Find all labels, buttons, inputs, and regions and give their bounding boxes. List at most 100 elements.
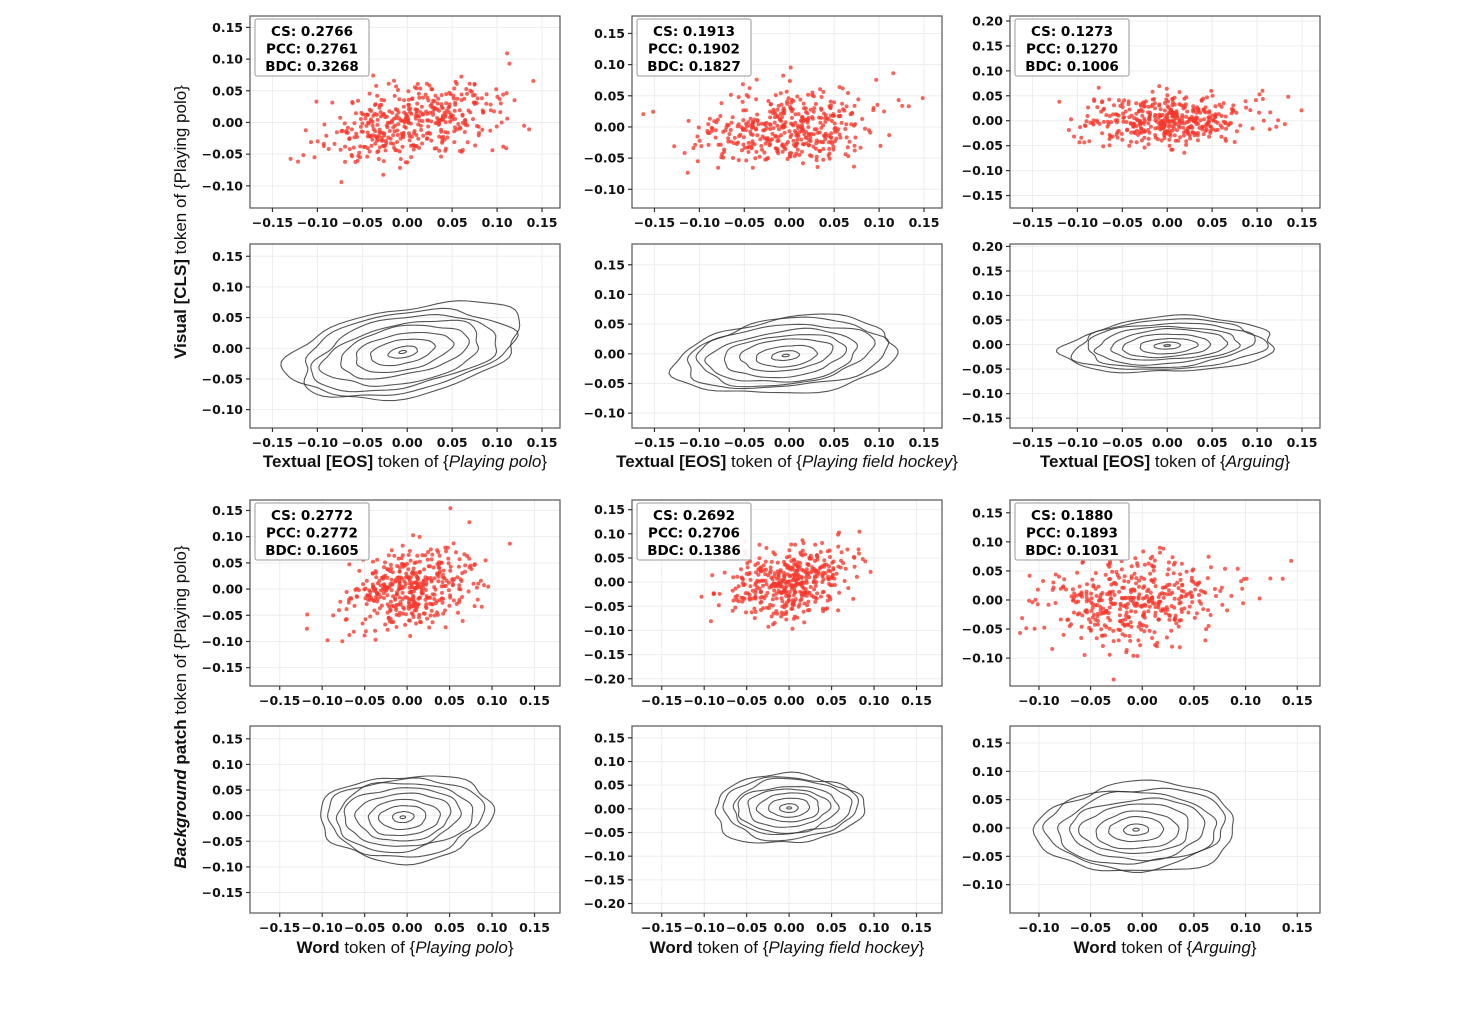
scatter-points <box>288 51 536 185</box>
y-tick-label: −0.05 <box>584 151 625 166</box>
y-tick-label: 0.05 <box>212 555 243 570</box>
title-run: token of { <box>726 452 802 471</box>
x-tick-label: −0.05 <box>344 920 385 935</box>
y-tick-label: −0.15 <box>584 872 625 887</box>
contour-lines <box>668 313 899 394</box>
y-tick-label: 0.15 <box>212 20 243 35</box>
title-run: Playing field hockey <box>801 452 953 471</box>
y-tick-label: 0.15 <box>594 730 625 745</box>
title-run: token of {Playing polo} <box>171 85 190 260</box>
stats-line-cs: CS: 0.1913 <box>653 24 735 40</box>
x-tick-label: −0.10 <box>297 215 339 230</box>
stats-line-bdc: BDC: 0.1386 <box>647 543 741 559</box>
y-tick-label: −0.05 <box>962 362 1003 377</box>
x-tick-label: 0.10 <box>864 215 895 230</box>
y-tick-label: −0.15 <box>202 660 243 675</box>
column-title-textual-eos-polo: Textual [EOS] token of {Playing polo} <box>175 452 635 472</box>
y-tick-label: 0.05 <box>972 563 1003 578</box>
contour-svg: −0.15 −0.10 −0.05 0.00 0.05 0.10 0.150.150.100… <box>202 243 561 450</box>
x-tick-label: −0.05 <box>1070 920 1111 935</box>
x-tick-label: 0.10 <box>1242 215 1273 230</box>
contour-plot-visual-cls-vs-eos-polo: −0.15 −0.10 −0.05 0.00 0.05 0.10 0.15 0.15 0.10 0… <box>198 236 570 455</box>
scatter-svg: −0.15 −0.10 −0.05 0.00 0.05 0.10 0.150.150.100… <box>202 499 561 708</box>
stats-line-cs: CS: 0.2692 <box>653 508 735 524</box>
x-tick-label: 0.00 <box>392 215 423 230</box>
y-tick-label: 0.00 <box>972 113 1003 128</box>
y-tick-label: −0.05 <box>962 622 1003 637</box>
title-run: Textual [EOS] <box>616 452 727 471</box>
y-tick-label: 0.15 <box>972 38 1003 53</box>
row-label-background-patch-token: Background patch token of {Playing polo} <box>171 497 195 917</box>
y-tick-label: −0.10 <box>962 163 1004 178</box>
x-tick-label: −0.15 <box>259 693 300 708</box>
x-tick-label: 0.15 <box>519 693 550 708</box>
x-tick-label: −0.10 <box>684 920 726 935</box>
x-tick-label: −0.10 <box>1018 693 1060 708</box>
x-tick-label: −0.10 <box>297 435 339 450</box>
title-run: } <box>1250 938 1257 957</box>
contour-lines <box>1032 779 1234 873</box>
title-run: token of { <box>373 452 449 471</box>
x-tick-label: 0.05 <box>1197 435 1228 450</box>
x-tick-label: −0.05 <box>1102 215 1143 230</box>
y-tick-label: 0.00 <box>594 346 625 361</box>
title-run: } <box>1284 452 1291 471</box>
scatter-points <box>641 65 925 175</box>
y-tick-label: 0.05 <box>594 88 625 103</box>
x-tick-label: −0.05 <box>344 693 385 708</box>
contour-plot-background-vs-word-field-hockey: −0.15 −0.10 −0.05 0.00 0.05 0.10 0.15 0.15 0.10 0… <box>580 718 952 940</box>
y-tick-label: −0.10 <box>962 651 1004 666</box>
x-tick-label: −0.05 <box>726 693 767 708</box>
y-tick-label: −0.05 <box>962 849 1003 864</box>
title-run: Word <box>1073 938 1117 957</box>
y-tick-label: −0.10 <box>202 178 244 193</box>
scatter-svg: −0.15 −0.10 −0.05 0.00 0.05 0.10 0.150.200.150… <box>962 13 1321 230</box>
y-tick-label: 0.10 <box>972 288 1003 303</box>
x-tick-label: 0.00 <box>1127 920 1158 935</box>
scatter-plot-visual-cls-vs-eos-field-hockey: −0.15 −0.10 −0.05 0.00 0.05 0.10 0.15 0.15 0.10 0… <box>580 8 952 235</box>
y-tick-label: 0.00 <box>972 592 1003 607</box>
scatter-plot-background-vs-word-field-hockey: −0.15 −0.10 −0.05 0.00 0.05 0.10 0.15 0.15 0.10 0… <box>580 492 952 713</box>
x-tick-label: −0.05 <box>1102 435 1143 450</box>
title-run: } <box>541 452 548 471</box>
title-run: Word <box>649 938 693 957</box>
x-tick-label: 0.10 <box>482 215 513 230</box>
scatter-svg: −0.15 −0.10 −0.05 0.00 0.05 0.10 0.150.150.100… <box>584 15 943 230</box>
x-tick-label: −0.15 <box>259 920 300 935</box>
contour-plot-visual-cls-vs-eos-field-hockey: −0.15 −0.10 −0.05 0.00 0.05 0.10 0.15 0.15 0.10 0… <box>580 236 952 455</box>
y-tick-label: 0.05 <box>212 83 243 98</box>
y-tick-label: −0.05 <box>962 138 1003 153</box>
y-tick-label: 0.10 <box>594 754 625 769</box>
title-run: Arguing <box>1225 452 1285 471</box>
stats-line-bdc: BDC: 0.1827 <box>647 59 741 75</box>
stats-line-bdc: BDC: 0.1006 <box>1025 59 1119 75</box>
stats-line-bdc: BDC: 0.1031 <box>1025 543 1119 559</box>
title-run: Arguing <box>1192 938 1251 957</box>
y-tick-label: 0.05 <box>972 313 1003 328</box>
column-title-word-field-hockey: Word token of {Playing field hockey} <box>557 938 1017 958</box>
x-tick-label: −0.10 <box>679 435 721 450</box>
y-tick-label: 0.15 <box>212 503 243 518</box>
x-tick-label: 0.05 <box>437 435 468 450</box>
title-run: } <box>952 452 958 471</box>
contour-svg: −0.10 −0.05 0.00 0.05 0.10 0.15 0.15 0.10 0.05 0.… <box>962 725 1321 935</box>
stats-line-cs: CS: 0.1273 <box>1031 24 1113 40</box>
scatter-plot-visual-cls-vs-eos-arguing: −0.15 −0.10 −0.05 0.00 0.05 0.10 0.15 0.20 0.15 0… <box>958 8 1330 235</box>
x-tick-label: 0.10 <box>859 920 890 935</box>
title-run: Playing polo <box>448 452 542 471</box>
y-tick-label: 0.10 <box>212 52 243 67</box>
x-tick-label: 0.00 <box>774 215 805 230</box>
x-tick-label: 0.00 <box>774 693 805 708</box>
x-tick-label: 0.15 <box>527 215 558 230</box>
y-tick-label: −0.10 <box>962 386 1004 401</box>
x-tick-label: 0.10 <box>859 693 890 708</box>
y-tick-label: −0.15 <box>962 411 1003 426</box>
stats-line-bdc: BDC: 0.3268 <box>265 59 359 75</box>
x-tick-label: 0.00 <box>392 920 423 935</box>
y-tick-label: 0.05 <box>972 88 1003 103</box>
y-tick-label: 0.05 <box>212 310 243 325</box>
title-run: Word <box>296 938 340 957</box>
